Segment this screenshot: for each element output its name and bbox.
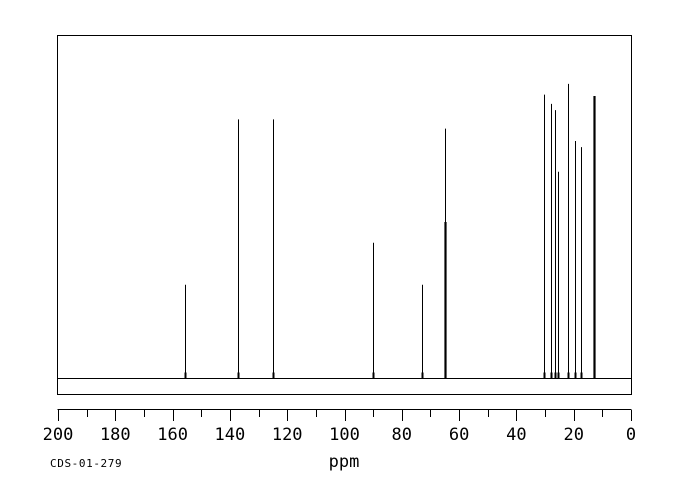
x-axis-tick-label: 100 [329, 425, 360, 445]
peak-trace-group [184, 83, 596, 379]
sample-id-label: CDS-01-279 [50, 457, 122, 470]
x-axis-tick-label: 200 [43, 425, 74, 445]
x-axis-title: ppm [329, 452, 360, 472]
x-axis-tick-label: 180 [100, 425, 131, 445]
x-axis-tick-label: 20 [563, 425, 583, 445]
x-axis-ticks [58, 410, 632, 421]
plot-frame [57, 35, 632, 395]
x-axis-tick-label: 0 [626, 425, 636, 445]
x-axis-tick-label: 120 [272, 425, 303, 445]
x-axis-tick-label: 160 [157, 425, 188, 445]
x-axis-tick-label: 140 [215, 425, 246, 445]
x-axis-tick-labels: 200 180 160 140 120 100 80 60 40 20 0 [43, 425, 636, 445]
x-axis-tick-label: 60 [449, 425, 469, 445]
x-axis-tick-label: 40 [506, 425, 526, 445]
x-axis-tick-label: 80 [392, 425, 412, 445]
